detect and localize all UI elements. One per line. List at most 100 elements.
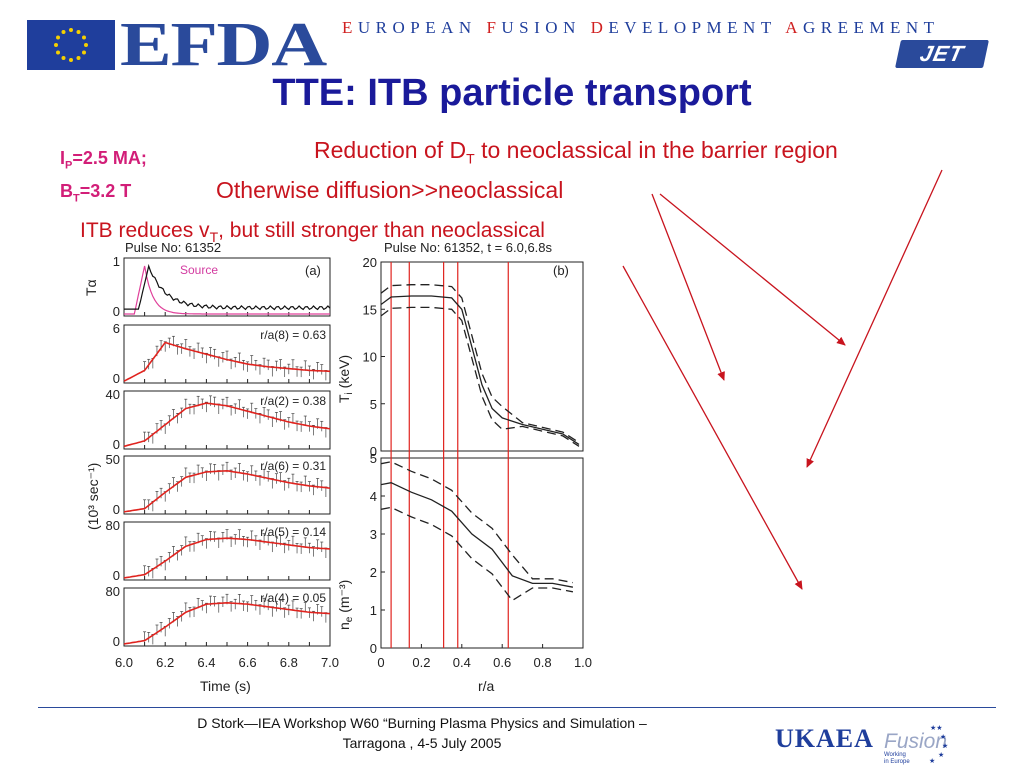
panel-a-xtick-label: 6.2 (156, 655, 174, 670)
fit-curve (123, 537, 331, 579)
ra-xtick-label: 0.6 (493, 655, 511, 670)
efda-logo: EFDA (120, 11, 327, 79)
jet-logo: JET (895, 40, 989, 68)
panel-a-radius-label: r/a(4) = 0.05 (260, 591, 326, 605)
panel-a-ytick: 50 (106, 452, 120, 467)
panel-a-xtick-label: 7.0 (321, 655, 339, 670)
panel-a-ytick: 1 (113, 254, 120, 269)
fusion-logo: Fusion (884, 730, 948, 753)
panel-a-xtick-label: 6.4 (197, 655, 215, 670)
panel-a-frame (123, 257, 331, 317)
eu-star (56, 35, 61, 40)
eu-star (76, 55, 81, 60)
ra-xtick-label: 0.8 (534, 655, 552, 670)
panel-a-ytick: 40 (106, 387, 120, 402)
xlabel-time: Time (s) (200, 678, 251, 694)
ne-profile-upper (380, 461, 574, 584)
footer-citation: D Stork—IEA Workshop W60 “Burning Plasma… (197, 715, 647, 751)
note-reduction: Reduction of DT to neoclassical in the b… (314, 137, 838, 167)
ne-ytick-label: 0 (370, 641, 377, 656)
pulse-label-b: Pulse No: 61352, t = 6.0,6.8s (384, 242, 553, 255)
eu-flag-logo (27, 20, 115, 70)
ti-ytick-label: 20 (363, 255, 377, 270)
plasma-parameters: IP=2.5 MA; BT=3.2 T (60, 146, 147, 211)
ne-ytick-label: 2 (370, 565, 377, 580)
talpha-trace (124, 263, 331, 311)
figure: Pulse No: 61352 (a) Source Tα (10³ sec⁻¹… (83, 242, 592, 694)
panel-a-radius-label: r/a(8) = 0.63 (260, 328, 326, 342)
panel-a-ytick: 0 (113, 437, 120, 452)
fit-curve (123, 469, 331, 513)
panel-a-xtick-label: 6.6 (239, 655, 257, 670)
ylabel-talpha: Tα (83, 279, 99, 296)
ti-profile-upper (380, 284, 580, 444)
pulse-label-a: Pulse No: 61352 (125, 242, 221, 255)
ukaea-logo: UKAEA (775, 724, 874, 753)
eu-star (56, 50, 61, 55)
note-itb: ITB reduces vT, but still stronger than … (80, 219, 545, 246)
footer-divider (38, 707, 996, 708)
panel-a-ytick: 0 (113, 371, 120, 386)
panel-a-ytick: 0 (113, 568, 120, 583)
note-diffusion: Otherwise diffusion>>neoclassical (216, 177, 564, 203)
panel-a-ytick: 80 (106, 584, 120, 599)
ti-profile (380, 295, 580, 445)
panel-a-xtick-label: 6.0 (115, 655, 133, 670)
panel-a: Pulse No: 61352 (a) Source Tα (10³ sec⁻¹… (83, 242, 339, 694)
svg-text:★: ★ (938, 751, 944, 759)
efda-banner: EUROPEAN FUSION DEVELOPMENT AGREEMENT (342, 18, 940, 37)
ti-ytick-label: 5 (370, 397, 377, 412)
arrow-diffusion-1 (651, 193, 725, 381)
ylabel-rate: (10³ sec⁻¹) (85, 463, 101, 530)
eu-star (54, 43, 58, 47)
eu-star (81, 50, 86, 55)
ra-xtick-label: 1.0 (574, 655, 592, 670)
panel-a-ytick: 0 (113, 304, 120, 319)
panel-a-ytick: 0 (113, 634, 120, 649)
ne-ytick-label: 3 (370, 527, 377, 542)
svg-text:★★: ★★ (930, 724, 943, 732)
toroidal-field: BT=3.2 T (60, 180, 132, 205)
ra-xtick-label: 0.4 (453, 655, 471, 670)
ylabel-ti: Ti (keV) (336, 355, 355, 403)
svg-text:★: ★ (940, 733, 946, 741)
eu-star (69, 28, 73, 32)
eu-star (76, 30, 81, 35)
source-label: Source (180, 263, 218, 277)
working-in-europe: Working in Europe (884, 752, 910, 765)
panel-a-ytick: 0 (113, 502, 120, 517)
svg-text:★: ★ (942, 742, 948, 750)
panel-a-ytick: 6 (113, 321, 120, 336)
fit-curve (123, 402, 331, 448)
xlabel-ra: r/a (478, 678, 495, 694)
eu-star (61, 30, 66, 35)
panel-a-radius-label: r/a(5) = 0.14 (260, 525, 326, 539)
ra-xtick-label: 0.2 (412, 655, 430, 670)
ne-profile (380, 482, 574, 588)
panel-b-label: (b) (553, 263, 569, 278)
eu-stars-icon (54, 28, 88, 62)
ne-ytick-label: 4 (370, 489, 377, 504)
panel-a-label: (a) (305, 263, 321, 278)
source-curve (124, 265, 330, 315)
ti-ytick-label: 15 (363, 302, 377, 317)
fit-curve (123, 601, 331, 645)
ti-profile-lower (380, 306, 580, 447)
panel-b: Pulse No: 61352, t = 6.0,6.8s (b) Ti (ke… (336, 242, 592, 694)
arrow-reduction (806, 169, 943, 468)
ne-frame (380, 457, 584, 649)
plasma-current: IP=2.5 MA; (60, 148, 147, 172)
ylabel-ne: ne (m⁻³) (336, 580, 355, 630)
eu-star (84, 43, 88, 47)
fusion-stars-icon: ★★★★★★ (929, 724, 948, 764)
panel-a-radius-label: r/a(6) = 0.31 (260, 459, 326, 473)
eu-star (69, 58, 73, 62)
panel-a-xtick-label: 6.8 (280, 655, 298, 670)
panel-a-ytick: 80 (106, 518, 120, 533)
fit-curve (123, 341, 331, 382)
panel-a-radius-label: r/a(2) = 0.38 (260, 394, 326, 408)
ne-ytick-label: 1 (370, 603, 377, 618)
eu-star (61, 55, 66, 60)
ne-profile-lower (380, 506, 574, 602)
ne-ytick-label: 5 (370, 451, 377, 466)
